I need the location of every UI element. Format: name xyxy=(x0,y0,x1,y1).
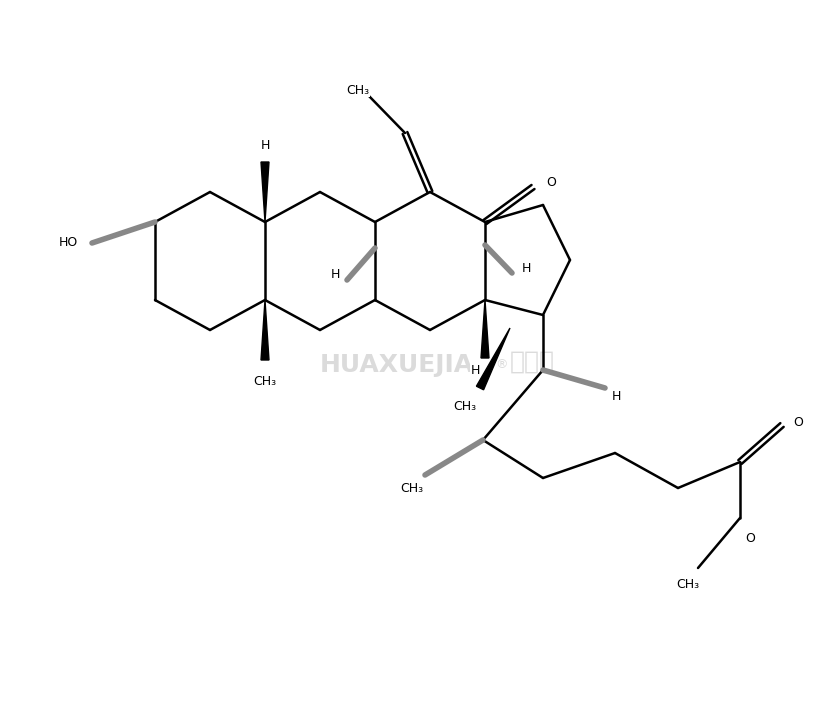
Text: O: O xyxy=(745,532,755,545)
Text: CH₃: CH₃ xyxy=(253,375,276,388)
Text: CH₃: CH₃ xyxy=(453,400,476,413)
Text: O: O xyxy=(793,416,803,428)
Text: CH₃: CH₃ xyxy=(346,84,369,96)
Polygon shape xyxy=(261,162,269,222)
Text: H: H xyxy=(612,389,622,403)
Polygon shape xyxy=(476,328,510,390)
Text: H: H xyxy=(522,261,531,275)
Text: H: H xyxy=(471,363,480,377)
Text: ®: ® xyxy=(495,358,507,372)
Text: H: H xyxy=(330,268,340,282)
Polygon shape xyxy=(261,300,269,360)
Text: O: O xyxy=(546,176,556,190)
Text: CH₃: CH₃ xyxy=(400,482,423,495)
Text: CH₃: CH₃ xyxy=(676,578,700,591)
Text: HO: HO xyxy=(59,236,78,249)
Polygon shape xyxy=(481,300,489,358)
Text: H: H xyxy=(261,139,270,152)
Text: 化学加: 化学加 xyxy=(510,350,555,374)
Text: HUAXUEJIA: HUAXUEJIA xyxy=(320,353,474,377)
